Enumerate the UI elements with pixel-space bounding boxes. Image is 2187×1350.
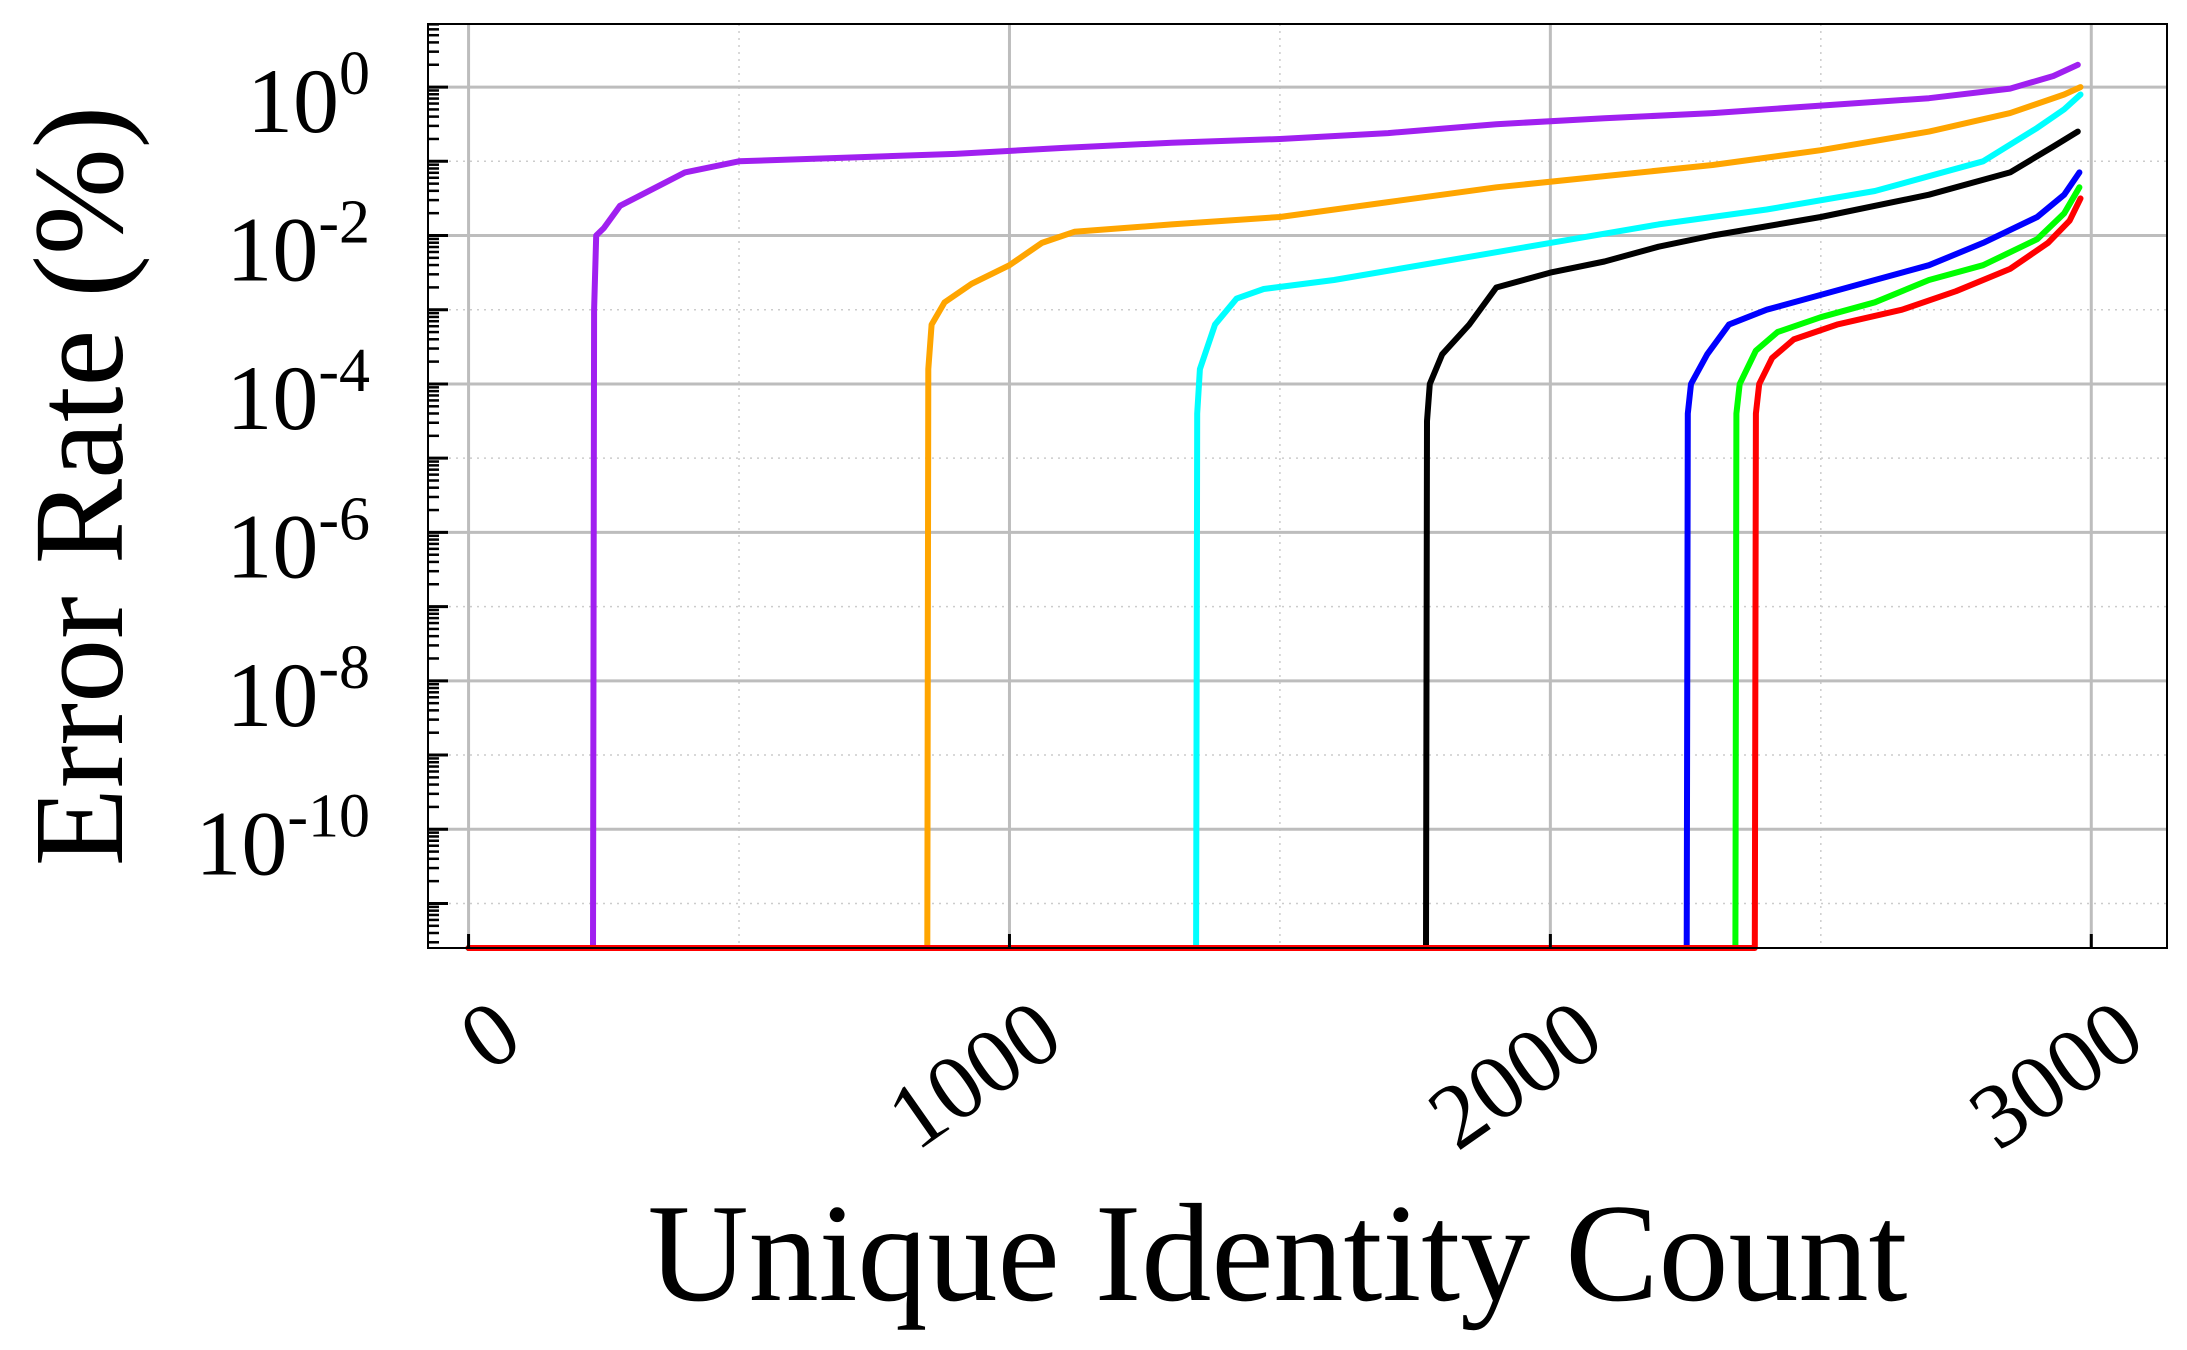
y-tick-base: 10 bbox=[226, 495, 318, 597]
series-line-7 bbox=[465, 195, 2084, 951]
y-tick-label: 10-4 bbox=[226, 337, 370, 449]
series-line-1 bbox=[465, 61, 2081, 951]
x-axis: 0 1000 2000 3000 bbox=[441, 934, 2160, 1169]
x-tick-label: 0 bbox=[441, 980, 537, 1090]
y-tick-label: 10-8 bbox=[226, 634, 370, 746]
y-tick-exponent: -2 bbox=[318, 189, 370, 257]
series-line-3 bbox=[465, 91, 2084, 951]
y-tick-base: 10 bbox=[226, 347, 318, 449]
y-tick-label: 10-10 bbox=[195, 782, 370, 894]
x-tick-label: 2000 bbox=[1410, 980, 1619, 1169]
y-axis-label: Error Rate (%) bbox=[8, 106, 150, 867]
series-line-6 bbox=[465, 184, 2083, 951]
series-line-5 bbox=[465, 169, 2083, 951]
series-line-2 bbox=[465, 84, 2084, 951]
y-tick-exponent: -10 bbox=[287, 782, 370, 850]
y-tick-label: 10-2 bbox=[226, 189, 370, 301]
x-tick-label: 1000 bbox=[869, 980, 1078, 1169]
y-tick-label: 10-6 bbox=[226, 485, 370, 597]
series-layer bbox=[465, 61, 2084, 951]
y-tick-exponent: -6 bbox=[318, 485, 370, 553]
plot-frame bbox=[427, 23, 2168, 949]
y-tick-base: 10 bbox=[226, 644, 318, 746]
y-tick-exponent: -8 bbox=[318, 634, 370, 702]
y-tick-base: 10 bbox=[226, 199, 318, 301]
y-tick-base: 10 bbox=[195, 792, 287, 894]
series-line-4 bbox=[465, 128, 2081, 951]
x-axis-label: Unique Identity Count bbox=[648, 1176, 1908, 1331]
grid bbox=[428, 24, 2167, 948]
y-tick-base: 10 bbox=[247, 50, 339, 152]
y-tick-exponent: -4 bbox=[318, 337, 370, 405]
y-tick-exponent: 0 bbox=[339, 40, 370, 108]
x-tick-label: 3000 bbox=[1951, 980, 2160, 1169]
y-tick-label: 100 bbox=[247, 40, 370, 152]
